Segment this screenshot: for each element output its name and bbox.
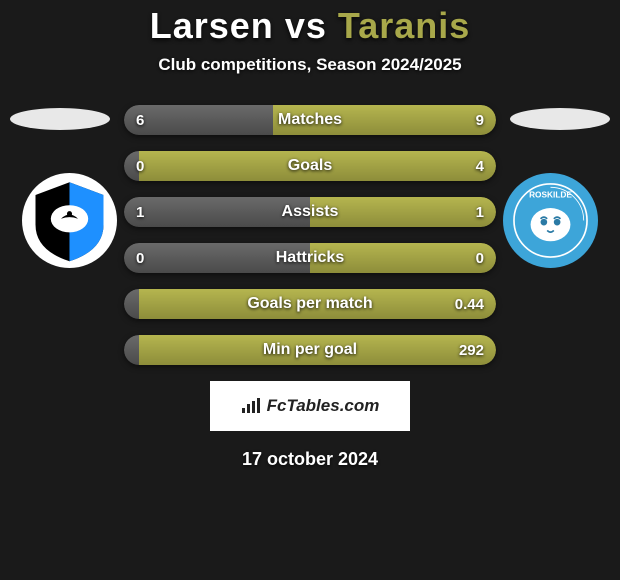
- stat-label: Goals: [124, 151, 496, 181]
- right-shadow-ellipse: [510, 108, 610, 130]
- player1-name: Larsen: [150, 5, 274, 46]
- vs-text: vs: [285, 5, 327, 46]
- player2-name: Taranis: [338, 5, 470, 46]
- svg-text:ROSKILDE: ROSKILDE: [529, 189, 572, 199]
- stat-label: Min per goal: [124, 335, 496, 365]
- watermark: FcTables.com: [210, 381, 410, 431]
- fc-roskilde-logo-icon: ROSKILDE: [509, 179, 592, 262]
- right-club-badge: ROSKILDE: [503, 173, 598, 268]
- left-club-badge: [22, 173, 117, 268]
- comparison-title: Larsen vs Taranis: [0, 0, 620, 47]
- comparison-content: ROSKILDE 69Matches 04Goals 11Assists 00Hatt…: [0, 105, 620, 470]
- stat-row: 69Matches: [124, 105, 496, 135]
- left-shadow-ellipse: [10, 108, 110, 130]
- stat-row: 04Goals: [124, 151, 496, 181]
- stat-label: Assists: [124, 197, 496, 227]
- date: 17 october 2024: [0, 449, 620, 470]
- stat-row: 00Hattricks: [124, 243, 496, 273]
- stat-label: Goals per match: [124, 289, 496, 319]
- chart-icon: [241, 398, 261, 414]
- stat-row: 0.44Goals per match: [124, 289, 496, 319]
- stat-label: Matches: [124, 105, 496, 135]
- hb-koge-logo-icon: [27, 178, 112, 263]
- stat-label: Hattricks: [124, 243, 496, 273]
- stat-row: 292Min per goal: [124, 335, 496, 365]
- subtitle: Club competitions, Season 2024/2025: [0, 55, 620, 75]
- watermark-text: FcTables.com: [267, 396, 380, 416]
- stat-row: 11Assists: [124, 197, 496, 227]
- stat-bars: 69Matches 04Goals 11Assists 00Hattricks 0.44…: [124, 105, 496, 365]
